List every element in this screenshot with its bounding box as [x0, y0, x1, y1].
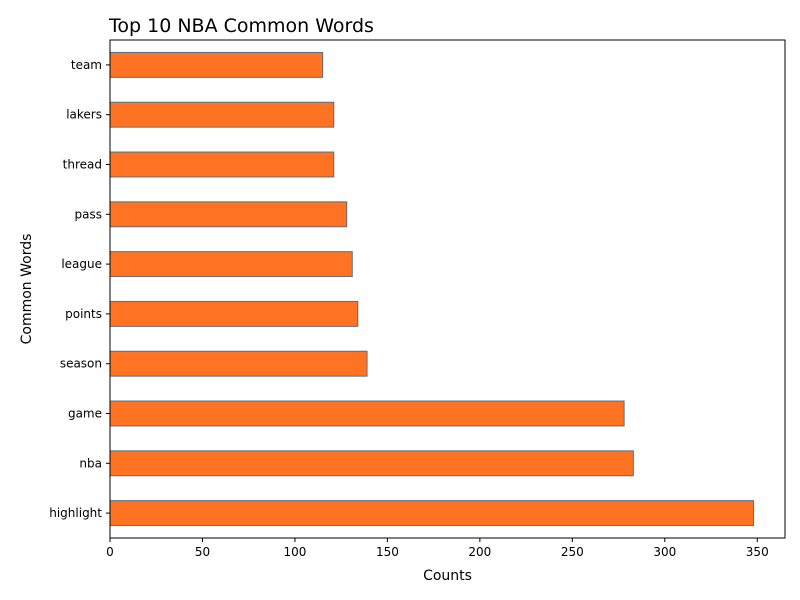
bar-pass [109, 201, 348, 228]
bar-nba [109, 450, 634, 477]
x-tick-label: 250 [561, 545, 584, 559]
bar-thread [109, 151, 335, 178]
bar-points [109, 300, 359, 327]
x-axis-ticks: 0 50 100 150 200 250 300 350 [106, 538, 769, 559]
bar-season [109, 350, 368, 377]
x-axis-title: Counts [423, 568, 472, 584]
x-tick-label: 0 [106, 545, 114, 559]
x-tick-label: 200 [468, 545, 491, 559]
y-tick-label: game [68, 407, 102, 421]
y-tick-label: lakers [66, 108, 102, 122]
y-tick-label: team [71, 58, 102, 72]
y-tick-label: pass [75, 207, 102, 221]
x-tick-label: 50 [195, 545, 210, 559]
x-tick-label: 350 [746, 545, 769, 559]
bar-lakers [109, 101, 335, 128]
y-axis-ticks: highlight nba game season points league pass th… [49, 58, 110, 520]
y-tick-label: league [61, 257, 102, 271]
bar-highlight [109, 500, 755, 527]
y-tick-label: points [65, 307, 102, 321]
bars-group [109, 51, 755, 527]
x-tick-label: 150 [376, 545, 399, 559]
plot-frame [109, 39, 786, 539]
bar-game [109, 400, 625, 427]
y-tick-label: thread [63, 158, 102, 172]
y-tick-label: highlight [49, 506, 102, 520]
x-tick-label: 300 [653, 545, 676, 559]
bar-league [109, 251, 353, 278]
chart-title: Top 10 NBA Common Words [108, 15, 374, 37]
x-tick-label: 100 [283, 545, 306, 559]
y-tick-label: season [60, 357, 102, 371]
y-axis-title: Common Words [19, 234, 35, 345]
bar-team [109, 51, 324, 78]
y-tick-label: nba [79, 456, 102, 470]
